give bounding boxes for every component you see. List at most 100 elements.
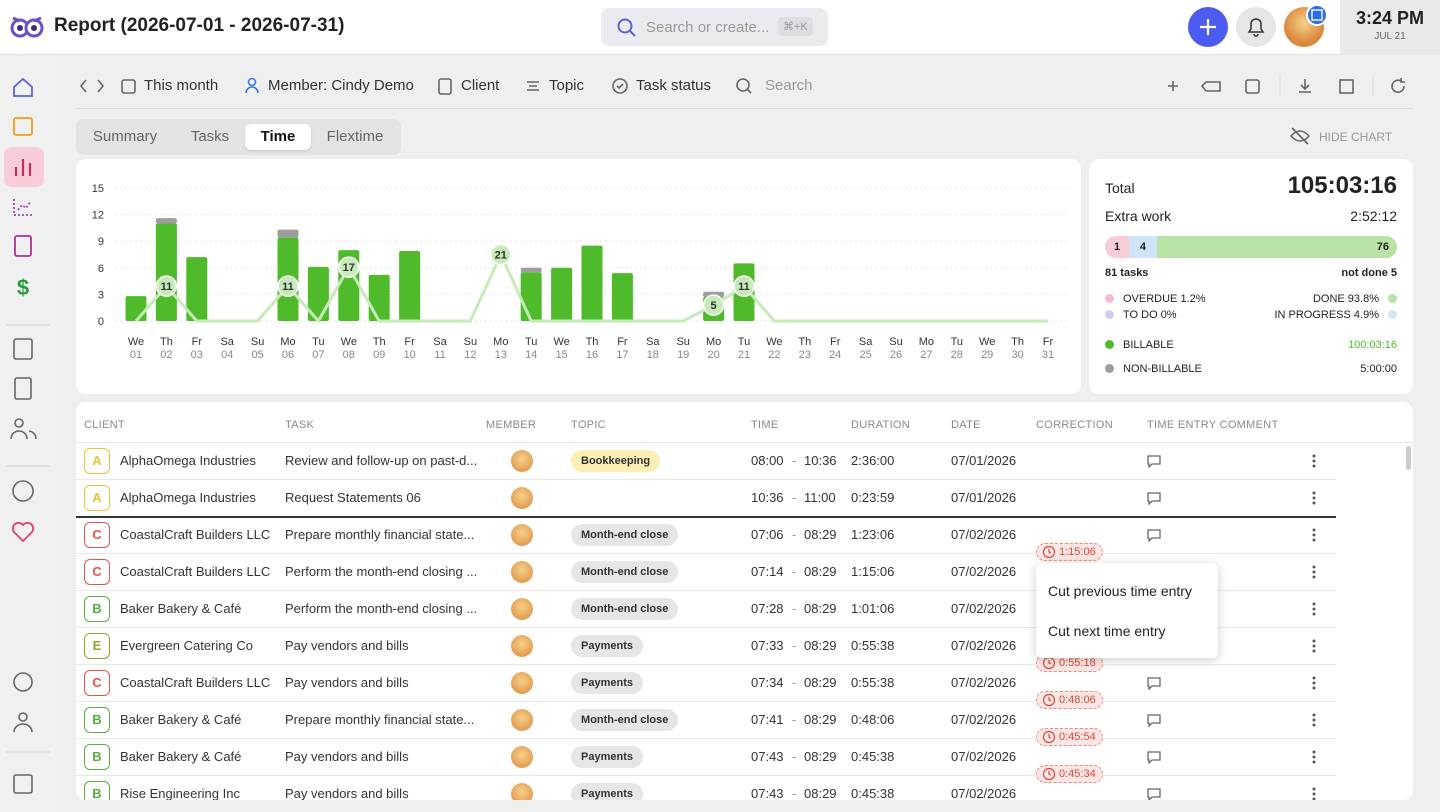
- correction[interactable]: 0:48:06: [1036, 691, 1103, 709]
- clock-icon: [1042, 545, 1056, 559]
- hide-chart[interactable]: HIDE CHART: [1319, 130, 1393, 144]
- time-separator: -: [792, 786, 797, 800]
- comment-icon[interactable]: [1146, 787, 1162, 800]
- refresh[interactable]: [1391, 78, 1405, 93]
- nav-documents[interactable]: [14, 235, 32, 257]
- x-tick-day: 03: [191, 349, 203, 361]
- topic: Month-end close: [571, 561, 679, 583]
- tab[interactable]: Flextime: [326, 128, 384, 145]
- columns[interactable]: [1339, 79, 1354, 94]
- nav-home[interactable]: [13, 77, 33, 97]
- download[interactable]: [1299, 79, 1311, 93]
- menu-item[interactable]: Cut previous time entry: [1048, 583, 1192, 599]
- page-title: Report (2026-07-01 - 2026-07-31): [54, 15, 345, 36]
- filter-search[interactable]: Search: [765, 77, 813, 94]
- x-tick-weekday: Th: [373, 336, 386, 348]
- tab[interactable]: Summary: [92, 128, 158, 145]
- x-tick-weekday: Fr: [192, 336, 203, 348]
- prev-next[interactable]: [79, 79, 105, 93]
- start-time: 07:43: [751, 749, 784, 764]
- filter-member[interactable]: Member: Cindy Demo: [268, 77, 414, 94]
- correction[interactable]: 0:45:54: [1036, 728, 1103, 746]
- x-tick-weekday: Su: [464, 336, 477, 348]
- row-menu[interactable]: [1311, 527, 1317, 543]
- y-tick-label: 0: [98, 316, 104, 328]
- x-tick-weekday: We: [979, 336, 995, 348]
- start-time: 10:36: [751, 490, 784, 505]
- nav-tasks[interactable]: [14, 377, 32, 400]
- bar: [399, 250, 421, 321]
- tab-bar: [76, 119, 401, 155]
- row-menu[interactable]: [1311, 490, 1317, 506]
- row-menu[interactable]: [1311, 638, 1317, 654]
- row-menu[interactable]: [1311, 453, 1317, 469]
- scrollbar[interactable]: [1406, 446, 1411, 470]
- nav-help[interactable]: [12, 480, 34, 502]
- nav-calendar[interactable]: [13, 117, 33, 136]
- clear[interactable]: [1200, 81, 1221, 92]
- nav-reports-icon: [14, 159, 32, 176]
- comment-icon[interactable]: [1146, 676, 1162, 690]
- bar: [155, 223, 177, 321]
- filter-period[interactable]: This month: [144, 77, 219, 94]
- row-menu[interactable]: [1311, 786, 1317, 800]
- row-divider: [76, 664, 1336, 665]
- legend-dot: [1105, 364, 1114, 373]
- comment-icon[interactable]: [1146, 750, 1162, 764]
- filter-topic[interactable]: Topic: [549, 77, 585, 94]
- client-badge: E: [84, 633, 110, 659]
- x-tick-weekday: Fr: [617, 336, 628, 348]
- filter-status[interactable]: Task status: [636, 77, 712, 94]
- point: [733, 275, 755, 297]
- row-menu[interactable]: [1311, 749, 1317, 765]
- row-menu[interactable]: [1311, 712, 1317, 728]
- comment-icon[interactable]: [1146, 713, 1162, 727]
- row-menu[interactable]: [1311, 564, 1317, 580]
- toggle-sidebar[interactable]: [13, 774, 33, 794]
- nav-team[interactable]: [10, 418, 37, 440]
- row-menu[interactable]: [1311, 601, 1317, 617]
- comment-icon[interactable]: [1146, 491, 1162, 505]
- save[interactable]: [1245, 79, 1260, 94]
- tab[interactable]: Time: [245, 124, 311, 150]
- y-tick-label: 6: [98, 263, 104, 275]
- row-menu[interactable]: [1311, 675, 1317, 691]
- tab[interactable]: Tasks: [190, 128, 230, 145]
- comment-icon[interactable]: [1146, 454, 1162, 468]
- comment-icon[interactable]: [1146, 528, 1162, 542]
- sidebar: $: [0, 55, 56, 812]
- notifications[interactable]: [1236, 7, 1276, 47]
- search-box[interactable]: Search or create... ⌘+K: [601, 8, 828, 46]
- time-separator: -: [792, 490, 797, 505]
- client-badge: C: [84, 522, 110, 548]
- add[interactable]: [1168, 81, 1178, 91]
- end-time: 08:29: [804, 712, 837, 727]
- nav-favorites[interactable]: [11, 521, 35, 543]
- x-tick-day: 08: [343, 349, 355, 361]
- duration: 0:45:38: [851, 786, 895, 800]
- nav-analytics[interactable]: [13, 199, 32, 216]
- nav-settings[interactable]: [13, 672, 33, 692]
- row-divider: [76, 516, 1336, 518]
- clock-date: JUL 21: [1374, 31, 1406, 42]
- x-tick-day: 30: [1011, 349, 1023, 361]
- topic: Payments: [571, 635, 643, 657]
- filter-client[interactable]: Client: [461, 77, 500, 94]
- bar: [551, 267, 573, 321]
- x-tick-day: 24: [829, 349, 841, 361]
- end-time: 11:00: [804, 490, 836, 505]
- correction[interactable]: 0:45:34: [1036, 765, 1103, 783]
- member-avatar: [511, 746, 533, 768]
- menu-item[interactable]: Cut next time entry: [1048, 623, 1166, 639]
- summary-panel: Total 105:03:16 Extra work 2:52:12 1 4 76 …: [1089, 159, 1413, 394]
- x-tick-day: 17: [616, 349, 628, 361]
- nav-contacts[interactable]: [13, 338, 33, 360]
- client-badge: C: [84, 670, 110, 696]
- time-separator: -: [792, 638, 797, 653]
- row-divider: [76, 775, 1336, 776]
- nav-billing[interactable]: $: [17, 275, 29, 300]
- correction[interactable]: 0:55:18: [1036, 654, 1103, 672]
- member-avatar: [511, 524, 533, 546]
- correction[interactable]: 1:15:06: [1036, 543, 1103, 561]
- nav-profile[interactable]: [13, 712, 33, 733]
